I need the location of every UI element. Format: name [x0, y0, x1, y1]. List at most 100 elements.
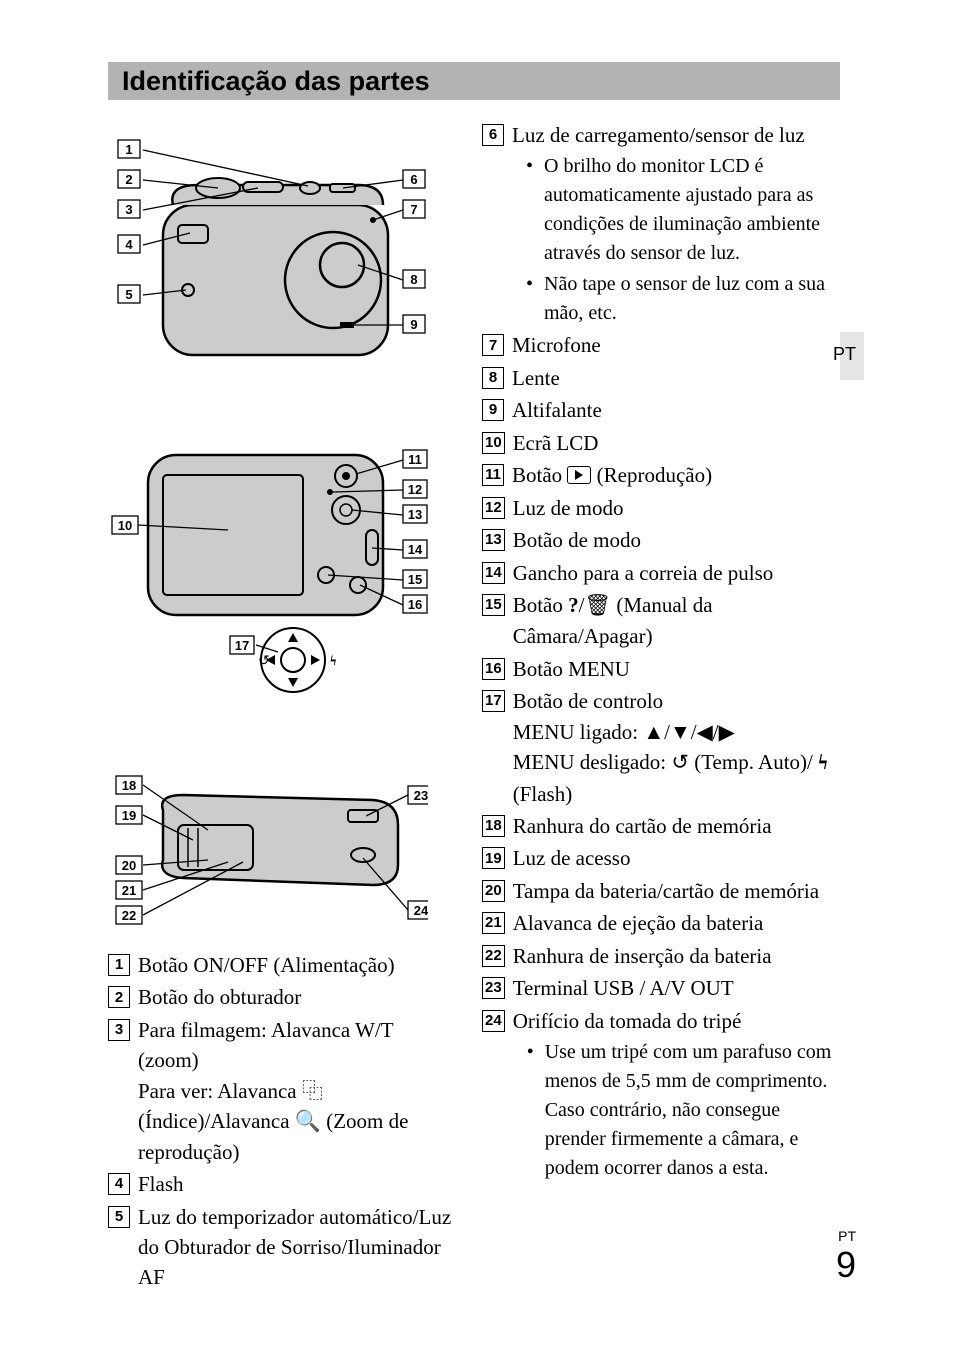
legend-item-8: 8 Lente	[482, 363, 832, 393]
legend-text: Botão ?/🗑 (Manual da Câmara/Apagar)	[513, 590, 832, 652]
callout-16: 16	[408, 597, 422, 612]
legend-text: Gancho para a correia de pulso	[513, 558, 832, 588]
footer-language: PT	[838, 1228, 856, 1244]
legend-number: 15	[482, 594, 505, 616]
legend-number: 9	[482, 399, 504, 421]
legend-text: Botão (Reprodução)	[512, 460, 832, 490]
legend-number: 19	[482, 847, 505, 869]
callout-21: 21	[122, 883, 136, 898]
legend-bullet: •O brilho do monitor LCD é automaticamen…	[512, 152, 832, 268]
page: Identificação das partes PT PT 9	[0, 0, 954, 1345]
legend-item-22: 22Ranhura de inserção da bateria	[482, 941, 832, 971]
legend-number: 7	[482, 334, 504, 356]
legend-number: 22	[482, 945, 505, 967]
camera-back-diagram: ↺ ϟ 10 11	[108, 430, 428, 715]
legend-text: Altifalante	[512, 395, 832, 425]
legend-number: 6	[482, 124, 504, 146]
legend-number: 24	[482, 1010, 505, 1032]
legend-text: Botão de modo	[513, 525, 832, 555]
callout-11: 11	[408, 452, 422, 467]
legend-item-20: 20 Tampa da bateria/cartão de memória	[482, 876, 832, 906]
legend-item-3: 3 Para filmagem: Alavanca W/T (zoom)Para …	[108, 1015, 458, 1167]
legend-number: 21	[482, 912, 505, 934]
legend-item-1: 1 Botão ON/OFF (Alimentação)	[108, 950, 458, 980]
legend-number: 17	[482, 690, 505, 712]
callout-2: 2	[125, 172, 132, 187]
legend-number: 20	[482, 880, 505, 902]
legend-item-13: 13 Botão de modo	[482, 525, 832, 555]
callout-9: 9	[410, 317, 417, 332]
language-tab: PT	[833, 344, 856, 365]
legend-number: 3	[108, 1019, 130, 1041]
legend-item-6: 6 Luz de carregamento/sensor de luz•O bri…	[482, 120, 832, 328]
legend-item-10: 10 Ecrã LCD	[482, 428, 832, 458]
legend-text: Alavanca de ejeção da bateria	[513, 908, 832, 938]
legend-item-2: 2 Botão do obturador	[108, 982, 458, 1012]
legend-text: Botão do obturador	[138, 982, 458, 1012]
svg-text:ϟ: ϟ	[330, 654, 336, 669]
legend-item-4: 4Flash	[108, 1169, 458, 1199]
callout-17: 17	[235, 638, 249, 653]
legend-right-column: 6 Luz de carregamento/sensor de luz•O bri…	[482, 120, 832, 1185]
callout-13: 13	[408, 507, 422, 522]
legend-text: Terminal USB / A/V OUT	[513, 973, 832, 1003]
legend-number: 5	[108, 1206, 130, 1228]
callout-24: 24	[414, 903, 428, 918]
legend-text: Botão MENU	[513, 654, 832, 684]
legend-text: Tampa da bateria/cartão de memória	[513, 876, 832, 906]
legend-text: Luz de acesso	[513, 843, 832, 873]
legend-item-15: 15 Botão ?/🗑 (Manual da Câmara/Apagar)	[482, 590, 832, 652]
legend-number: 11	[482, 464, 504, 486]
legend-text: Ecrã LCD	[513, 428, 832, 458]
legend-bullet: •Use um tripé com um parafuso com menos …	[513, 1038, 832, 1183]
legend-number: 13	[482, 529, 505, 551]
legend-number: 2	[108, 986, 130, 1008]
legend-number: 18	[482, 815, 505, 837]
legend-text: Para filmagem: Alavanca W/T (zoom)Para v…	[138, 1015, 458, 1167]
legend-text: Lente	[512, 363, 832, 393]
legend-item-18: 18Ranhura do cartão de memória	[482, 811, 832, 841]
legend-item-23: 23 Terminal USB / A/V OUT	[482, 973, 832, 1003]
play-icon	[567, 466, 591, 484]
legend-item-7: 7 Microfone	[482, 330, 832, 360]
callout-18: 18	[122, 778, 136, 793]
legend-text: Luz de carregamento/sensor de luz•O bril…	[512, 120, 832, 328]
legend-text: Luz do temporizador automático/Luz do Ob…	[138, 1202, 458, 1293]
legend-number: 8	[482, 367, 504, 389]
callout-15: 15	[408, 572, 422, 587]
legend-text: Orifício da tomada do tripé•Use um tripé…	[513, 1006, 832, 1183]
callout-7: 7	[410, 202, 417, 217]
legend-item-9: 9 Altifalante	[482, 395, 832, 425]
legend-number: 23	[482, 977, 505, 999]
legend-left-column: 1 Botão ON/OFF (Alimentação) 2 Botão do obt…	[108, 950, 458, 1295]
legend-number: 4	[108, 1173, 130, 1195]
callout-4: 4	[125, 237, 133, 252]
legend-item-14: 14Gancho para a correia de pulso	[482, 558, 832, 588]
svg-text:↺: ↺	[258, 654, 270, 669]
legend-item-19: 19 Luz de acesso	[482, 843, 832, 873]
legend-number: 12	[482, 497, 505, 519]
callout-8: 8	[410, 272, 417, 287]
legend-text: Microfone	[512, 330, 832, 360]
callout-6: 6	[410, 172, 417, 187]
callout-19: 19	[122, 808, 136, 823]
callout-14: 14	[408, 542, 423, 557]
section-heading: Identificação das partes	[108, 62, 840, 100]
camera-front-diagram: 1 2 3 4 5 6 7 8 9	[108, 130, 428, 405]
legend-bullet: •Não tape o sensor de luz com a sua mão,…	[512, 270, 832, 328]
legend-text: Botão de controloMENU ligado: ▲/▼/◀/▶MEN…	[513, 686, 832, 809]
callout-10: 10	[118, 518, 132, 533]
legend-item-12: 12Luz de modo	[482, 493, 832, 523]
legend-number: 16	[482, 658, 505, 680]
legend-text: Botão ON/OFF (Alimentação)	[138, 950, 458, 980]
legend-item-24: 24 Orifício da tomada do tripé•Use um tri…	[482, 1006, 832, 1183]
legend-number: 1	[108, 954, 130, 976]
legend-number: 10	[482, 432, 505, 454]
footer-page-number: 9	[836, 1244, 856, 1286]
camera-bottom-diagram: 18 19 20 21 22 23 24	[108, 770, 428, 935]
legend-item-5: 5 Luz do temporizador automático/Luz do O…	[108, 1202, 458, 1293]
legend-item-11: 11 Botão (Reprodução)	[482, 460, 832, 490]
legend-item-17: 17 Botão de controloMENU ligado: ▲/▼/◀/▶M…	[482, 686, 832, 809]
legend-item-21: 21 Alavanca de ejeção da bateria	[482, 908, 832, 938]
callout-5: 5	[125, 287, 132, 302]
